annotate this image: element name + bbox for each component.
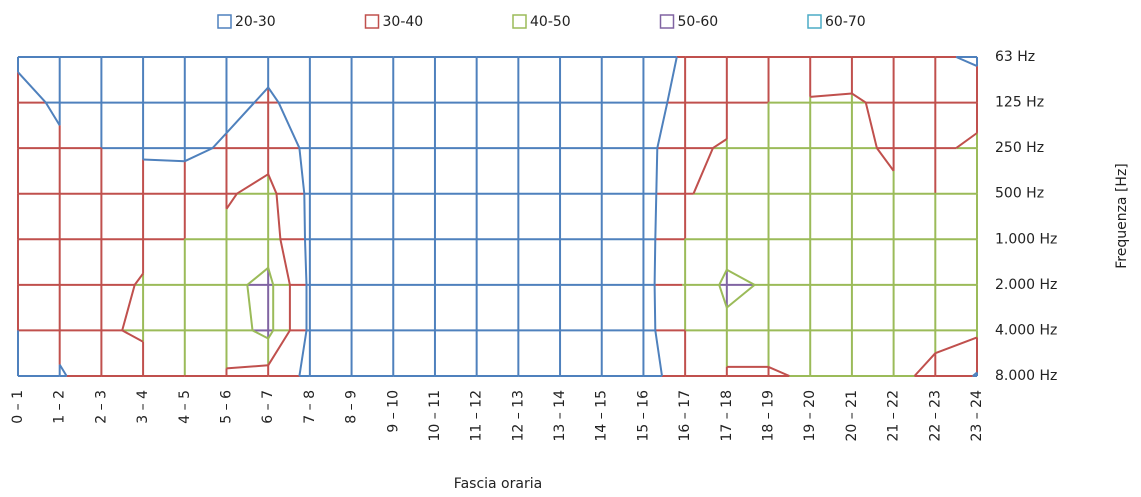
- legend-swatch: [512, 14, 527, 29]
- legend-swatch: [807, 14, 822, 29]
- contour-line: [17, 56, 978, 377]
- legend-label: 60-70: [825, 14, 866, 30]
- x-tick-label: 21 – 22: [886, 390, 902, 442]
- x-tick-label: 12 – 13: [510, 390, 526, 442]
- legend-swatch: [659, 14, 675, 29]
- x-tick-label: 19 – 20: [802, 390, 818, 442]
- x-tick-label: 4 – 5: [177, 390, 193, 424]
- x-tick-label: 17 – 18: [719, 390, 735, 442]
- legend-swatch: [364, 14, 380, 29]
- x-tick-label: 20 – 21: [844, 390, 860, 442]
- x-tick-label: 1 – 2: [52, 390, 68, 424]
- contour-line: [246, 267, 756, 340]
- x-tick-label: 8 – 9: [344, 390, 360, 424]
- x-tick-label: 0 – 1: [10, 390, 26, 424]
- x-tick-label: 23 – 24: [969, 390, 985, 442]
- y-tick-label: 500 Hz: [995, 186, 1044, 202]
- x-tick-label: 5 – 6: [218, 390, 234, 424]
- y-tick-label: 4.000 Hz: [995, 322, 1057, 338]
- x-tick-label: 13 – 14: [552, 390, 568, 442]
- x-tick-label: 15 – 16: [635, 390, 651, 442]
- legend-label: 40-50: [530, 14, 571, 30]
- x-tick-label: 2 – 3: [93, 390, 109, 424]
- x-tick-label: 18 – 19: [761, 390, 777, 442]
- legend-swatch: [217, 14, 232, 29]
- y-tick-label: 1.000 Hz: [995, 231, 1057, 247]
- plot-area: [17, 56, 978, 377]
- y-tick-label: 8.000 Hz: [995, 368, 1057, 384]
- y-tick-label: 2.000 Hz: [995, 277, 1057, 293]
- contour-line: [121, 92, 978, 377]
- y-tick-label: 125 Hz: [995, 95, 1044, 111]
- x-tick-label: 6 – 7: [260, 390, 276, 424]
- x-tick-label: 16 – 17: [677, 390, 693, 442]
- x-tick-label: 11 – 12: [469, 390, 485, 442]
- x-tick-label: 7 – 8: [302, 390, 318, 424]
- legend-label: 50-60: [678, 14, 719, 30]
- y-axis-title: Frequenza [Hz]: [1114, 163, 1130, 269]
- y-tick-label: 63 Hz: [995, 49, 1035, 65]
- legend-label: 30-40: [383, 14, 424, 30]
- x-tick-label: 10 – 11: [427, 390, 443, 442]
- x-tick-label: 22 – 23: [927, 390, 943, 442]
- x-axis-title: Fascia oraria: [454, 476, 542, 492]
- legend-label: 20-30: [235, 14, 276, 30]
- x-tick-label: 14 – 15: [594, 390, 610, 442]
- x-tick-label: 9 – 10: [385, 390, 401, 433]
- y-tick-label: 250 Hz: [995, 140, 1044, 156]
- x-tick-label: 3 – 4: [135, 390, 151, 424]
